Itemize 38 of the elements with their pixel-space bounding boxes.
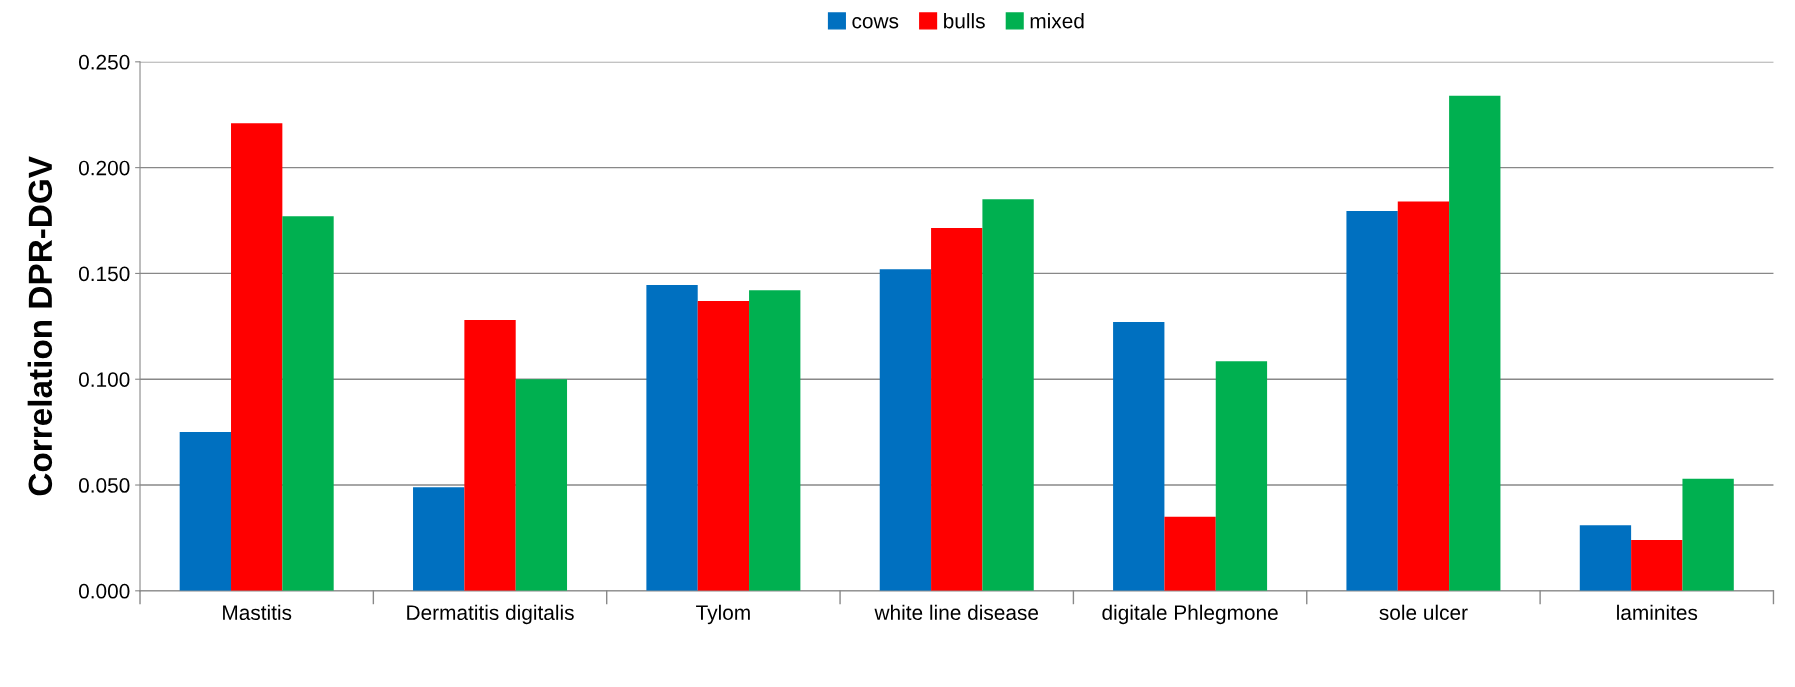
x-tick-label: Mastitis	[223, 604, 292, 621]
bar	[282, 216, 334, 591]
bar	[515, 379, 568, 591]
x-tick-label: Dermatitis digitalis	[407, 604, 574, 625]
y-tick-label: 0.100	[78, 372, 130, 387]
legend-label: cows	[852, 16, 899, 29]
legend-label: bulls	[944, 13, 985, 29]
bar	[1579, 525, 1632, 591]
bar	[1449, 95, 1501, 591]
bar	[931, 227, 983, 591]
x-tick-label: Tylom	[696, 604, 750, 625]
bar	[879, 269, 932, 591]
x-tick-label: digitale Phlegmone	[1102, 604, 1278, 625]
y-tick-label: 0.000	[78, 583, 130, 599]
bar	[982, 199, 1034, 591]
bar	[697, 300, 750, 591]
bar	[1682, 478, 1734, 591]
bar	[749, 290, 801, 591]
bar	[231, 123, 283, 591]
y-tick-label: 0.150	[78, 266, 130, 282]
x-tick-label: laminites	[1617, 604, 1698, 621]
legend-label: mixed	[1030, 13, 1084, 29]
bar	[1215, 361, 1268, 591]
bar	[646, 285, 698, 591]
bar	[464, 319, 516, 591]
bar	[1631, 540, 1683, 591]
bar	[1397, 201, 1450, 591]
bar	[413, 487, 465, 591]
bar	[1113, 322, 1165, 591]
y-tick-label: 0.050	[78, 478, 130, 493]
bar	[1164, 516, 1216, 591]
y-axis-title: Correlation DPR-DGV	[27, 156, 53, 496]
y-tick-label: 0.200	[78, 160, 130, 176]
bar	[1346, 211, 1398, 591]
x-tick-label: white line disease	[874, 604, 1039, 621]
y-tick-label: 0.250	[78, 54, 130, 70]
bar	[179, 432, 232, 591]
x-tick-label: sole ulcer	[1379, 604, 1468, 621]
